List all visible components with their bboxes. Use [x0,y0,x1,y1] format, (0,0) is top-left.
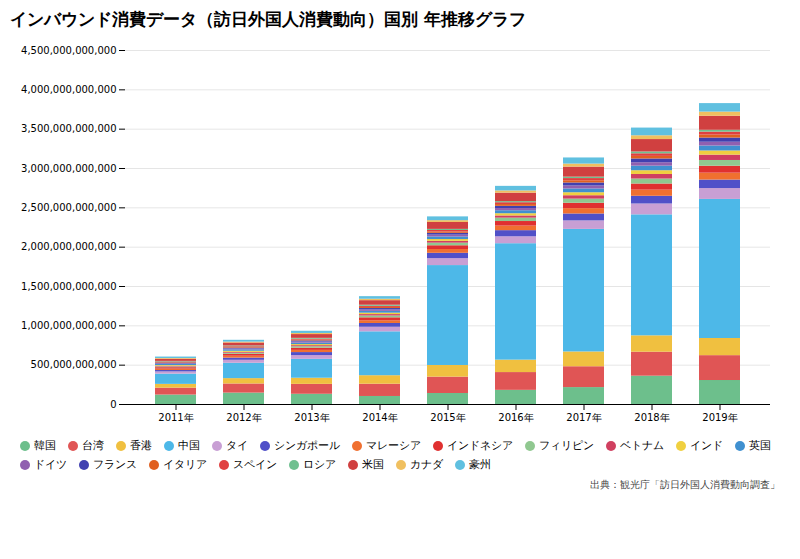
html-text:フィリピン: フィリピン [539,439,594,452]
svg-text:1,000,000,000,000: 1,000,000,000,000 [21,320,116,331]
svg-text:2018年: 2018年 [634,412,669,423]
html-text:マレーシア: マレーシア [366,439,421,452]
html-text:シンガポール: シンガポール [274,439,340,452]
svg-text:1,500,000,000,000: 1,500,000,000,000 [21,281,116,292]
html-text:韓国: 韓国 [34,439,56,452]
html-text:フランス: フランス [93,458,137,471]
html-text:英国: 英国 [749,439,771,452]
html-text:米国: 米国 [362,458,384,471]
html-text:カナダ: カナダ [410,458,443,471]
html-text:香港: 香港 [130,439,152,452]
svg-text:2015年: 2015年 [430,412,465,423]
html-text:ドイツ: ドイツ [34,458,67,471]
html-text:ロシア: ロシア [303,458,336,471]
svg-text:2019年: 2019年 [702,412,737,423]
html-text:台湾: 台湾 [82,439,104,452]
html-text:出典：観光庁「訪日外国人消費動向調査」: 出典：観光庁「訪日外国人消費動向調査」 [590,479,780,490]
svg-text:2017年: 2017年 [566,412,601,423]
svg-text:3,000,000,000,000: 3,000,000,000,000 [21,163,116,174]
svg-text:2011年: 2011年 [158,412,193,423]
html-text:中国: 中国 [178,439,200,452]
svg-text:4,000,000,000,000: 4,000,000,000,000 [21,84,116,95]
svg-text:2,000,000,000,000: 2,000,000,000,000 [21,241,116,252]
svg-text:3,500,000,000,000: 3,500,000,000,000 [21,123,116,134]
svg-text:2016年: 2016年 [498,412,533,423]
svg-text:0: 0 [110,399,116,410]
svg-text:4,500,000,000,000: 4,500,000,000,000 [21,45,116,56]
html-text:ベトナム: ベトナム [620,439,664,452]
html-text:インバウンド消費データ（訪日外国人消費動向）国別 年推移グラ: インバウンド消費データ（訪日外国人消費動向）国別 年推移グラフ [10,9,526,29]
html-text:インド: インド [690,439,723,452]
html-text:インドネシア: インドネシア [447,439,513,452]
svg-text:500,000,000,000: 500,000,000,000 [31,359,117,370]
svg-text:2014年: 2014年 [362,412,397,423]
svg-text:2,500,000,000,000: 2,500,000,000,000 [21,202,116,213]
html-text:イタリア: イタリア [163,458,207,471]
html-text:タイ: タイ [226,439,248,452]
html-text:豪州: 豪州 [469,458,491,471]
svg-text:2013年: 2013年 [294,412,329,423]
svg-text:2012年: 2012年 [226,412,261,423]
html-text:スペイン: スペイン [233,458,277,471]
